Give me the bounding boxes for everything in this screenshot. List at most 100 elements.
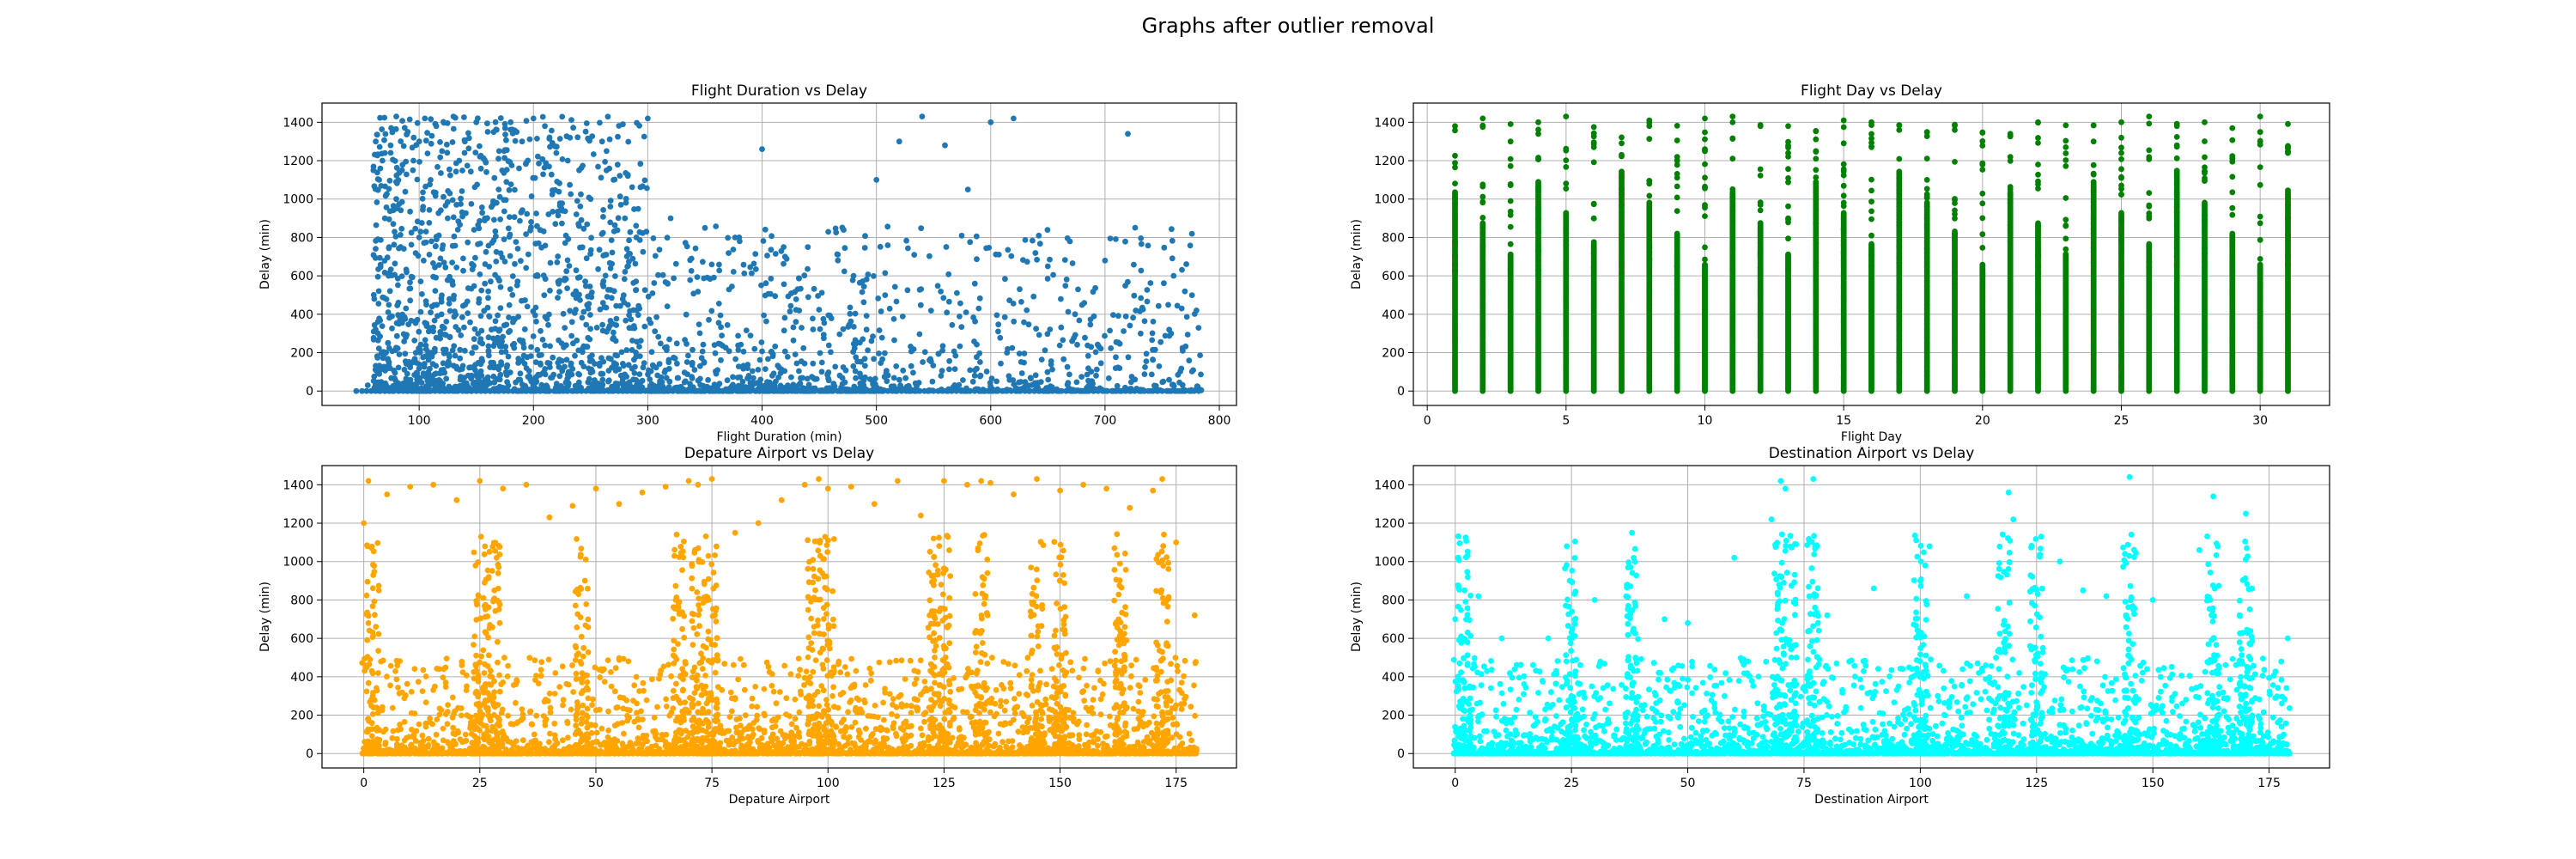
data-point — [772, 343, 779, 350]
data-point — [646, 316, 653, 323]
data-point — [655, 271, 661, 278]
data-point — [1452, 152, 1458, 159]
data-point — [614, 161, 621, 168]
data-point — [1535, 179, 1541, 186]
data-point — [486, 264, 493, 270]
data-point — [381, 387, 388, 394]
data-point — [535, 153, 541, 160]
data-point — [765, 356, 771, 362]
data-point — [470, 364, 476, 370]
data-point — [1092, 284, 1098, 291]
data-point — [550, 209, 556, 215]
data-point — [1729, 208, 1736, 214]
data-point — [374, 199, 380, 205]
data-point — [600, 283, 607, 289]
data-point — [1163, 387, 1170, 394]
data-point — [1590, 201, 1597, 208]
data-point — [1195, 325, 1202, 331]
data-point — [722, 344, 729, 351]
data-point — [1646, 249, 1653, 256]
data-point — [632, 363, 638, 370]
data-point — [1084, 352, 1091, 359]
data-point — [1097, 360, 1104, 367]
data-point — [433, 123, 440, 130]
data-point — [1151, 382, 1157, 389]
data-point — [426, 207, 433, 213]
data-point — [985, 387, 992, 394]
data-point — [1479, 122, 1486, 129]
data-point — [534, 346, 541, 353]
data-point — [706, 316, 712, 323]
data-point — [927, 308, 934, 314]
data-point — [1066, 371, 1072, 378]
data-point — [1563, 210, 1570, 216]
data-point — [398, 383, 404, 390]
data-point — [433, 381, 440, 387]
data-point — [926, 387, 933, 394]
data-point — [528, 344, 534, 350]
data-point — [994, 387, 1001, 394]
data-point — [580, 225, 587, 232]
data-point — [533, 210, 539, 216]
data-point — [601, 304, 608, 310]
data-point — [404, 129, 411, 135]
data-point — [1452, 127, 1458, 134]
data-point — [743, 327, 750, 333]
data-point — [1138, 295, 1145, 302]
data-point — [642, 387, 649, 394]
data-point — [865, 271, 872, 277]
data-point — [391, 387, 398, 394]
data-point — [946, 366, 952, 373]
data-point — [1030, 293, 1037, 300]
data-point — [568, 319, 575, 326]
data-point — [877, 243, 884, 250]
data-point — [958, 324, 965, 330]
data-point — [489, 204, 495, 210]
data-point — [491, 174, 498, 181]
data-point — [516, 165, 522, 172]
data-point — [1110, 312, 1116, 318]
data-point — [1166, 376, 1172, 383]
data-point — [477, 361, 484, 368]
data-point — [568, 117, 574, 124]
data-point — [1004, 387, 1010, 394]
data-point — [392, 158, 398, 164]
data-point — [741, 270, 748, 277]
data-point — [585, 305, 592, 312]
data-point — [615, 133, 621, 140]
data-point — [683, 387, 690, 394]
data-point — [1143, 350, 1150, 357]
data-point — [424, 150, 431, 157]
data-point — [863, 276, 870, 283]
data-point — [817, 350, 823, 356]
data-point — [1198, 371, 1204, 378]
data-point — [653, 314, 659, 320]
data-point — [620, 292, 627, 298]
data-point — [488, 278, 494, 285]
data-point — [501, 387, 507, 394]
data-point — [1136, 387, 1143, 394]
data-point — [1674, 208, 1680, 215]
data-point — [697, 387, 703, 394]
data-point — [465, 239, 471, 246]
data-point — [749, 270, 755, 277]
data-point — [671, 355, 678, 362]
data-point — [794, 286, 801, 292]
data-point — [377, 114, 383, 121]
data-point — [381, 215, 388, 222]
data-point — [957, 387, 964, 394]
data-point — [1757, 220, 1764, 226]
data-point — [1590, 239, 1597, 246]
data-point — [611, 177, 617, 183]
data-point — [764, 253, 770, 259]
data-point — [524, 210, 531, 217]
data-point — [623, 199, 629, 206]
data-point — [701, 275, 708, 282]
data-point — [487, 387, 494, 394]
data-point — [769, 233, 775, 240]
data-point — [624, 264, 630, 270]
data-point — [528, 378, 535, 385]
data-point — [574, 387, 580, 394]
data-point — [485, 295, 491, 302]
data-point — [1072, 332, 1078, 338]
